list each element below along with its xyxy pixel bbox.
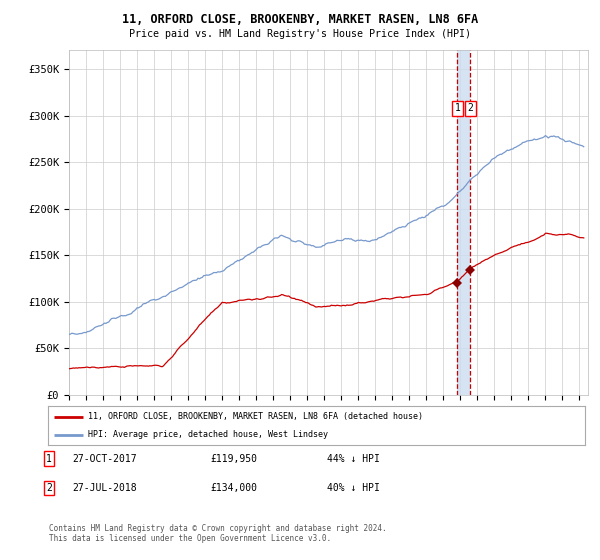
Text: 44% ↓ HPI: 44% ↓ HPI [327,454,380,464]
Text: 40% ↓ HPI: 40% ↓ HPI [327,483,380,493]
Text: 2: 2 [46,483,52,493]
Text: HPI: Average price, detached house, West Lindsey: HPI: Average price, detached house, West… [88,430,328,439]
Text: 11, ORFORD CLOSE, BROOKENBY, MARKET RASEN, LN8 6FA (detached house): 11, ORFORD CLOSE, BROOKENBY, MARKET RASE… [88,412,423,421]
Text: 27-JUL-2018: 27-JUL-2018 [72,483,137,493]
Text: £134,000: £134,000 [210,483,257,493]
Text: 1: 1 [46,454,52,464]
Text: Contains HM Land Registry data © Crown copyright and database right 2024.
This d: Contains HM Land Registry data © Crown c… [49,524,387,543]
Text: £119,950: £119,950 [210,454,257,464]
Text: Price paid vs. HM Land Registry's House Price Index (HPI): Price paid vs. HM Land Registry's House … [129,29,471,39]
Text: 11, ORFORD CLOSE, BROOKENBY, MARKET RASEN, LN8 6FA: 11, ORFORD CLOSE, BROOKENBY, MARKET RASE… [122,13,478,26]
Bar [457,50,470,395]
Text: 2: 2 [467,103,473,113]
Text: 27-OCT-2017: 27-OCT-2017 [72,454,137,464]
Text: 1: 1 [455,103,460,113]
